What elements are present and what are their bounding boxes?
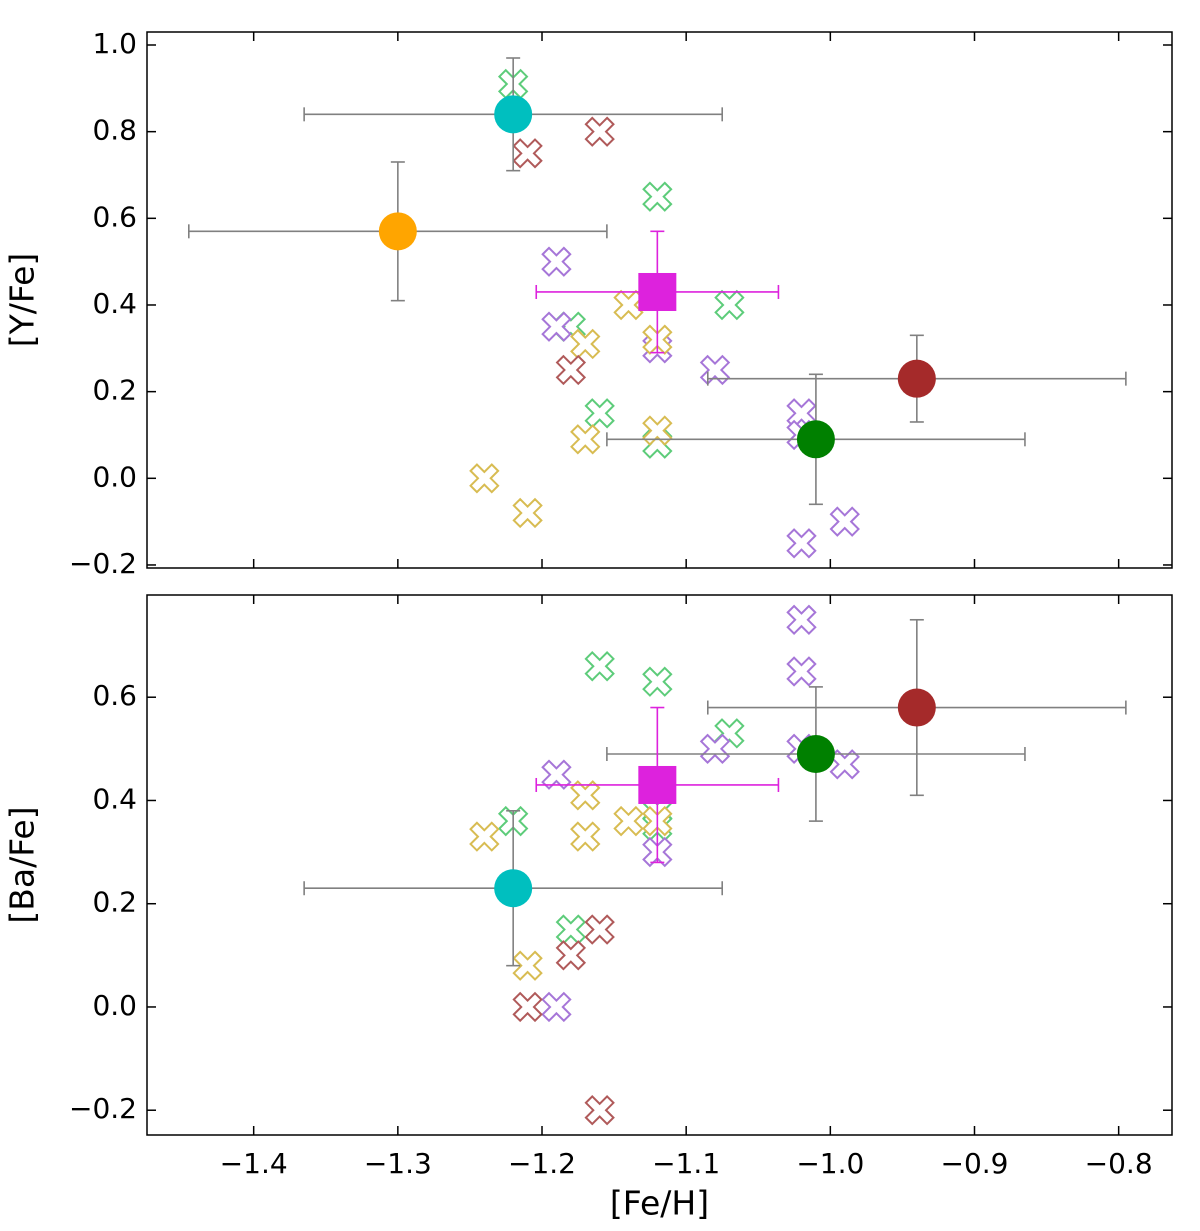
cross-marker <box>541 991 572 1023</box>
y-tick-label: 1.0 <box>92 27 137 60</box>
circle-marker <box>378 212 417 251</box>
y-tick-label: 0.2 <box>92 374 137 407</box>
x-tick-label: −1.0 <box>796 1147 864 1180</box>
cross-marker <box>786 656 817 687</box>
cross-marker <box>786 604 817 635</box>
y-axis-label: [Ba/Fe] <box>3 806 42 923</box>
cross-marker <box>714 289 745 321</box>
cross-marker <box>584 651 615 682</box>
y-tick-label: 0.4 <box>92 782 137 815</box>
cross-marker <box>555 940 587 971</box>
cross-marker <box>584 914 615 945</box>
plot-frame <box>146 31 1173 569</box>
cross-marker <box>699 733 731 765</box>
cross-marker <box>570 424 601 455</box>
y-tick-label: 0.2 <box>92 886 137 919</box>
cross-marker <box>469 463 500 494</box>
circle-marker <box>494 869 533 908</box>
y-tick-label: −0.2 <box>69 1092 137 1125</box>
cross-marker <box>555 914 587 945</box>
cross-marker <box>613 805 644 837</box>
cross-marker <box>512 497 543 529</box>
y-tick-label: −0.2 <box>69 547 137 580</box>
plot-frame <box>146 594 1173 1136</box>
circle-marker <box>796 420 835 459</box>
y-tick-label: 0.0 <box>92 989 137 1022</box>
cross-marker <box>786 528 817 559</box>
circle-marker <box>494 95 533 134</box>
cross-marker <box>570 780 601 811</box>
cross-marker <box>541 246 572 277</box>
cross-marker <box>512 950 543 981</box>
x-tick-label: −1.4 <box>220 1147 288 1180</box>
cross-marker <box>584 116 615 147</box>
x-tick-label: −1.2 <box>508 1147 576 1180</box>
y-tick-label: 0.0 <box>92 460 137 493</box>
cross-marker <box>642 666 673 697</box>
cross-marker <box>699 354 731 386</box>
cross-marker <box>512 991 543 1023</box>
y-tick-label: 0.6 <box>92 679 137 712</box>
y-tick-label: 0.8 <box>92 114 137 147</box>
cross-marker <box>555 354 587 386</box>
cross-marker <box>829 749 860 780</box>
square-marker <box>638 272 677 311</box>
x-tick-label: −0.9 <box>940 1147 1008 1180</box>
cross-marker <box>613 289 644 321</box>
cross-marker <box>469 821 500 852</box>
cross-marker <box>584 1095 615 1126</box>
cross-marker <box>512 138 543 169</box>
y-tick-label: 0.6 <box>92 200 137 233</box>
cross-marker <box>829 506 860 537</box>
cross-marker <box>570 821 601 852</box>
x-axis-label: [Fe/H] <box>610 1184 709 1223</box>
cross-marker <box>541 311 572 342</box>
circle-marker <box>897 688 936 727</box>
cross-marker <box>642 415 673 446</box>
x-tick-label: −1.3 <box>364 1147 432 1180</box>
circle-marker <box>897 359 936 398</box>
x-tick-label: −1.1 <box>652 1147 720 1180</box>
y-axis-label: [Y/Fe] <box>3 253 42 348</box>
cross-marker <box>584 398 615 429</box>
cross-marker <box>541 759 572 790</box>
y-tick-label: 0.4 <box>92 287 137 320</box>
cross-marker <box>642 181 673 212</box>
square-marker <box>638 765 677 804</box>
x-tick-label: −0.8 <box>1085 1147 1153 1180</box>
circle-marker <box>796 735 835 774</box>
